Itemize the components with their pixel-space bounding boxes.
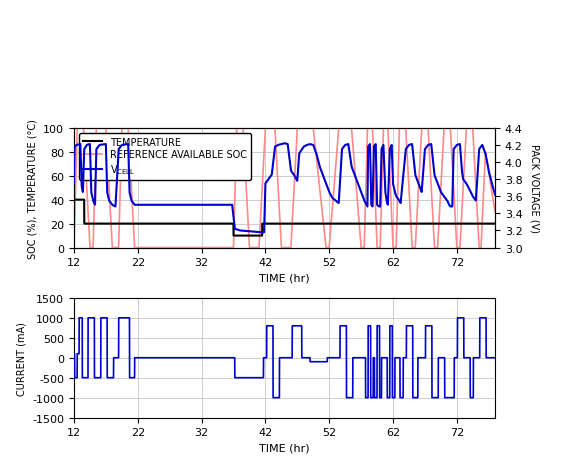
Y-axis label: SOC (%), TEMPERATURE (°C): SOC (%), TEMPERATURE (°C)	[28, 118, 38, 258]
Y-axis label: PACK VOLTAGE (V): PACK VOLTAGE (V)	[529, 144, 539, 233]
Legend: TEMPERATURE, REFERENCE AVAILABLE SOC, V$_{\mathregular{CELL}}$: TEMPERATURE, REFERENCE AVAILABLE SOC, V$…	[79, 134, 251, 181]
X-axis label: TIME (hr): TIME (hr)	[259, 273, 310, 283]
Y-axis label: CURRENT (mA): CURRENT (mA)	[17, 321, 27, 395]
X-axis label: TIME (hr): TIME (hr)	[259, 443, 310, 453]
